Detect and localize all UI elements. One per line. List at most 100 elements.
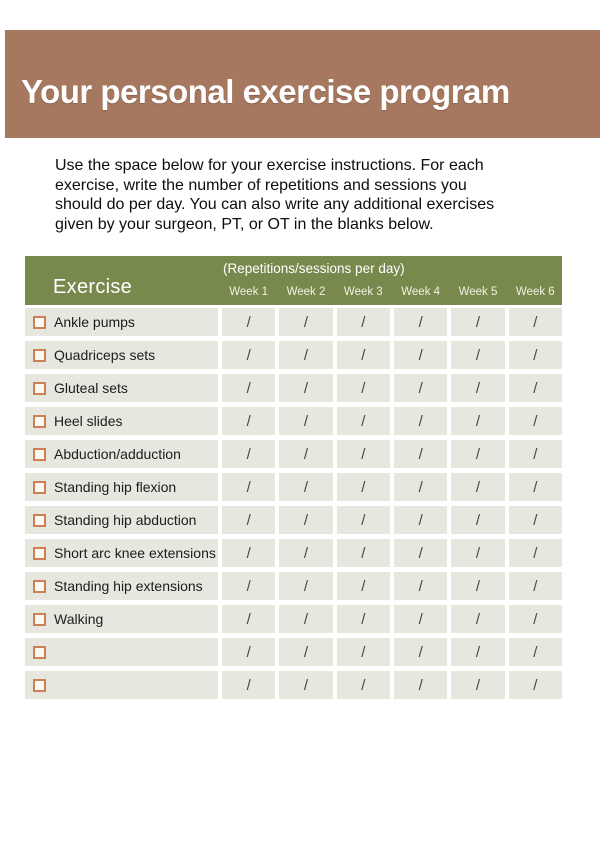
- slash-blank: /: [246, 379, 251, 397]
- week-cell[interactable]: /: [508, 572, 562, 600]
- week-cell[interactable]: /: [336, 539, 390, 567]
- week-cell[interactable]: /: [279, 638, 333, 666]
- week-cell[interactable]: /: [508, 605, 562, 633]
- week-cell[interactable]: /: [508, 374, 562, 402]
- week-cell[interactable]: /: [222, 506, 276, 534]
- week-cell[interactable]: /: [451, 539, 505, 567]
- slash-blank: /: [361, 478, 366, 496]
- week-cell[interactable]: /: [279, 341, 333, 369]
- week-cell[interactable]: /: [508, 341, 562, 369]
- week-cell[interactable]: /: [279, 440, 333, 468]
- exercise-cell: Abduction/adduction: [25, 440, 218, 468]
- week-cell[interactable]: /: [393, 638, 448, 666]
- week-cell[interactable]: /: [336, 308, 390, 336]
- week-cell[interactable]: /: [508, 473, 562, 501]
- week-cell[interactable]: /: [393, 308, 448, 336]
- week-cell[interactable]: /: [279, 506, 333, 534]
- week-cell[interactable]: /: [222, 308, 276, 336]
- checkbox[interactable]: [33, 513, 46, 527]
- slash-blank: /: [475, 379, 481, 397]
- week-cell[interactable]: /: [393, 671, 448, 699]
- week-cell[interactable]: /: [336, 638, 390, 666]
- week-cell[interactable]: /: [393, 539, 448, 567]
- week-cell[interactable]: /: [222, 638, 276, 666]
- week-cell[interactable]: /: [279, 473, 333, 501]
- slash-blank: /: [361, 643, 366, 661]
- week-cell[interactable]: /: [451, 473, 505, 501]
- week-cell[interactable]: /: [279, 374, 333, 402]
- week-cell[interactable]: /: [451, 374, 505, 402]
- week-cell[interactable]: /: [393, 473, 448, 501]
- week-cell[interactable]: /: [279, 605, 333, 633]
- week-cell[interactable]: /: [508, 671, 562, 699]
- week-cell[interactable]: /: [451, 506, 505, 534]
- week-cell[interactable]: /: [336, 407, 390, 435]
- week-cell[interactable]: /: [336, 374, 390, 402]
- week-cell[interactable]: /: [222, 473, 276, 501]
- week-cell[interactable]: /: [336, 572, 390, 600]
- week-cell[interactable]: /: [222, 440, 276, 468]
- week-cell[interactable]: /: [508, 407, 562, 435]
- slash-blank: /: [303, 544, 309, 562]
- checkbox[interactable]: [33, 546, 46, 560]
- week-cell[interactable]: /: [222, 341, 276, 369]
- week-cell[interactable]: /: [451, 605, 505, 633]
- week-cell[interactable]: /: [336, 440, 390, 468]
- week-cell[interactable]: /: [279, 572, 333, 600]
- checkbox[interactable]: [33, 447, 46, 461]
- checkbox[interactable]: [33, 678, 46, 692]
- slash-blank: /: [418, 511, 423, 529]
- week-cell[interactable]: /: [336, 341, 390, 369]
- slash-blank: /: [303, 676, 309, 694]
- week-cell[interactable]: /: [279, 671, 333, 699]
- week-cell[interactable]: /: [222, 539, 276, 567]
- slash-blank: /: [533, 412, 538, 430]
- week-cell[interactable]: /: [336, 506, 390, 534]
- slash-blank: /: [303, 379, 309, 397]
- checkbox[interactable]: [33, 612, 46, 626]
- slash-blank: /: [361, 544, 366, 562]
- checkbox[interactable]: [33, 414, 46, 428]
- week-cell[interactable]: /: [222, 407, 276, 435]
- week-cell[interactable]: /: [508, 539, 562, 567]
- week-cell[interactable]: /: [393, 407, 448, 435]
- week-cell[interactable]: /: [451, 308, 505, 336]
- week-cell[interactable]: /: [279, 539, 333, 567]
- slash-blank: /: [361, 676, 366, 694]
- week-cell[interactable]: /: [336, 671, 390, 699]
- week-cell[interactable]: /: [508, 506, 562, 534]
- checkbox[interactable]: [33, 315, 46, 329]
- week-cell[interactable]: /: [222, 605, 276, 633]
- week-cell[interactable]: /: [451, 638, 505, 666]
- table-body: Ankle pumps / / / / / / Quadriceps sets …: [25, 308, 562, 699]
- week-cell[interactable]: /: [393, 374, 448, 402]
- week-cell[interactable]: /: [279, 308, 333, 336]
- checkbox[interactable]: [33, 480, 46, 494]
- week-cell[interactable]: /: [222, 572, 276, 600]
- week-cell[interactable]: /: [393, 440, 448, 468]
- week-cell[interactable]: /: [451, 440, 505, 468]
- week-cell[interactable]: /: [393, 605, 448, 633]
- instructions-line: exercise, write the number of repetition…: [55, 176, 467, 194]
- week-cell[interactable]: /: [508, 638, 562, 666]
- checkbox[interactable]: [33, 348, 46, 362]
- slash-blank: /: [361, 610, 366, 628]
- checkbox[interactable]: [33, 381, 46, 395]
- week-cell[interactable]: /: [451, 572, 505, 600]
- week-cell[interactable]: /: [222, 374, 276, 402]
- checkbox[interactable]: [33, 579, 46, 593]
- week-cell[interactable]: /: [393, 572, 448, 600]
- week-cell[interactable]: /: [508, 440, 562, 468]
- checkbox[interactable]: [33, 645, 46, 659]
- week-cell[interactable]: /: [508, 308, 562, 336]
- week-cell[interactable]: /: [451, 671, 505, 699]
- week-cell[interactable]: /: [279, 407, 333, 435]
- week-cell[interactable]: /: [393, 506, 448, 534]
- week-cell[interactable]: /: [336, 473, 390, 501]
- week-cell[interactable]: /: [222, 671, 276, 699]
- week-cell[interactable]: /: [336, 605, 390, 633]
- week-cell[interactable]: /: [451, 341, 505, 369]
- slash-blank: /: [418, 445, 423, 463]
- week-cell[interactable]: /: [393, 341, 448, 369]
- week-cell[interactable]: /: [451, 407, 505, 435]
